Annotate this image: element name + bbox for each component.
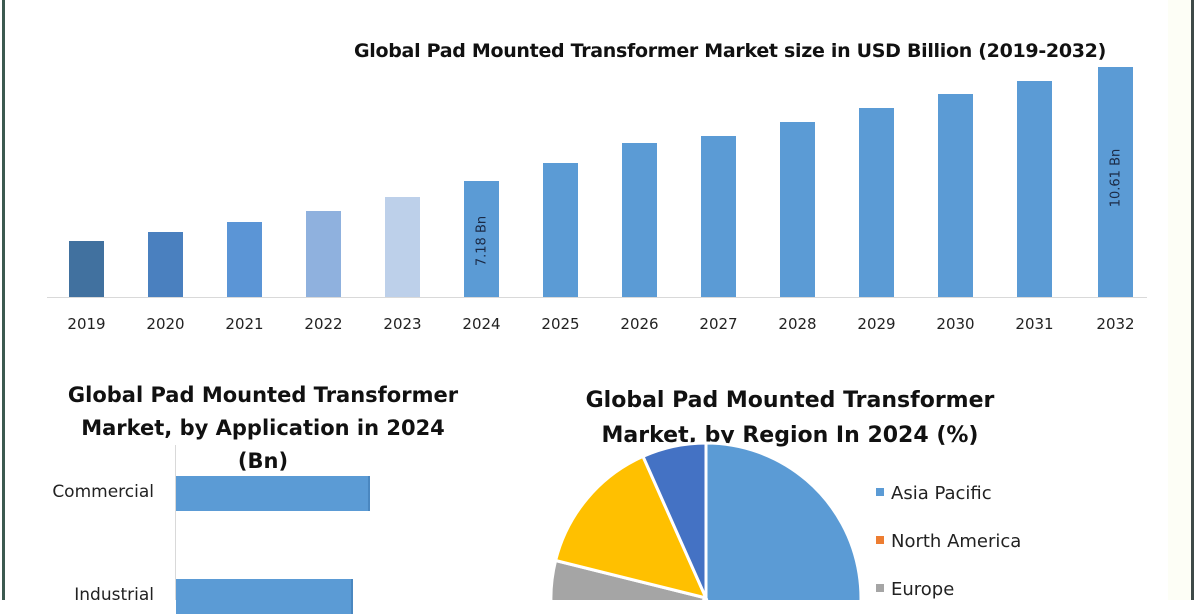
pie-slice-yellow — [554, 454, 708, 600]
bar-2021 — [227, 222, 262, 297]
x-tick-label: 2020 — [146, 315, 185, 333]
bar-2030 — [938, 94, 973, 297]
legend-label: Europe — [891, 579, 955, 600]
application-y-axis-line — [175, 445, 176, 600]
x-tick-label: 2030 — [936, 315, 975, 333]
hbar-industrial — [176, 579, 353, 614]
application-title-line-1: Global Pad Mounted Transformer — [67, 383, 459, 407]
legend-swatch-icon — [876, 584, 884, 592]
x-tick-label: 2026 — [620, 315, 659, 333]
bar-2023 — [385, 197, 420, 297]
bar-2020 — [148, 232, 183, 297]
x-tick-label: 2023 — [383, 315, 422, 333]
legend-label: Asia Pacific — [891, 483, 992, 504]
region-pie-chart — [540, 440, 870, 600]
bar-2019 — [69, 241, 104, 297]
pie-slice-asia-pacific — [704, 441, 863, 600]
region-title-line-1: Global Pad Mounted Transformer — [585, 388, 995, 413]
x-tick-label: 2022 — [304, 315, 343, 333]
x-tick-label: 2019 — [67, 315, 106, 333]
bar-2029 — [859, 108, 894, 297]
application-chart-title: Global Pad Mounted Transformer Market, b… — [40, 379, 486, 478]
application-title-line-2: Market, by Application in 2024 — [81, 416, 445, 440]
left-frame-border — [2, 0, 5, 600]
x-tick-label: 2032 — [1096, 315, 1135, 333]
bar-2026 — [622, 143, 657, 297]
legend-item: North America — [876, 531, 1021, 552]
x-tick-label: 2031 — [1015, 315, 1054, 333]
x-tick-label: 2028 — [778, 315, 817, 333]
region-chart-title: Global Pad Mounted Transformer Market, b… — [560, 383, 1020, 453]
x-tick-label: 2025 — [541, 315, 580, 333]
x-tick-label: 2029 — [857, 315, 896, 333]
bar-2028 — [780, 122, 815, 297]
legend-item: Asia Pacific — [876, 483, 992, 504]
bar-2031 — [1017, 81, 1052, 297]
bar-2024: 7.18 Bn — [464, 181, 499, 297]
main-chart-title: Global Pad Mounted Transformer Market si… — [353, 40, 1106, 62]
legend-swatch-icon — [876, 488, 884, 496]
application-title-line-3: (Bn) — [237, 449, 289, 473]
bar-2025 — [543, 163, 578, 297]
bar-value-label: 10.61 Bn — [1108, 148, 1123, 208]
pie-svg — [549, 441, 863, 600]
pie-slice-dark-blue — [641, 441, 708, 600]
category-label: Commercial — [52, 482, 154, 502]
bar-2027 — [701, 136, 736, 297]
x-axis-line — [47, 297, 1147, 298]
legend-swatch-icon — [876, 536, 884, 544]
hbar-commercial — [176, 476, 370, 511]
bar-2022 — [306, 211, 341, 297]
bar-value-label: 7.18 Bn — [474, 215, 489, 267]
right-frame-border — [1191, 0, 1194, 600]
legend-label: North America — [891, 531, 1022, 552]
region-title-line-2: Market, by Region In 2024 (%) — [601, 423, 979, 448]
right-margin-background — [1168, 0, 1191, 600]
category-label: Industrial — [74, 585, 154, 605]
bar-2032: 10.61 Bn — [1098, 67, 1133, 297]
legend-item: Europe — [876, 579, 954, 600]
x-tick-label: 2027 — [699, 315, 738, 333]
x-tick-label: 2021 — [225, 315, 264, 333]
x-tick-label: 2024 — [462, 315, 501, 333]
